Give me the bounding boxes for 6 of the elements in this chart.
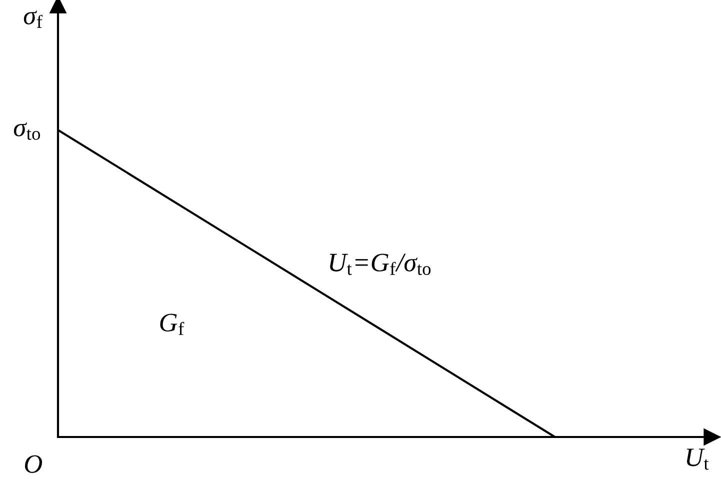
annotation: G$_{f}$	[160, 314, 184, 335]
x-axis-title: U$_{t}$	[686, 448, 709, 470]
annotation: U$_{t}$=G$_{f}$/σ$_{to}$	[330, 254, 431, 276]
text: O	[24, 455, 42, 473]
text: σ$_{to}$	[14, 122, 40, 140]
y-axis-title: σ$_{f}$	[24, 10, 42, 28]
